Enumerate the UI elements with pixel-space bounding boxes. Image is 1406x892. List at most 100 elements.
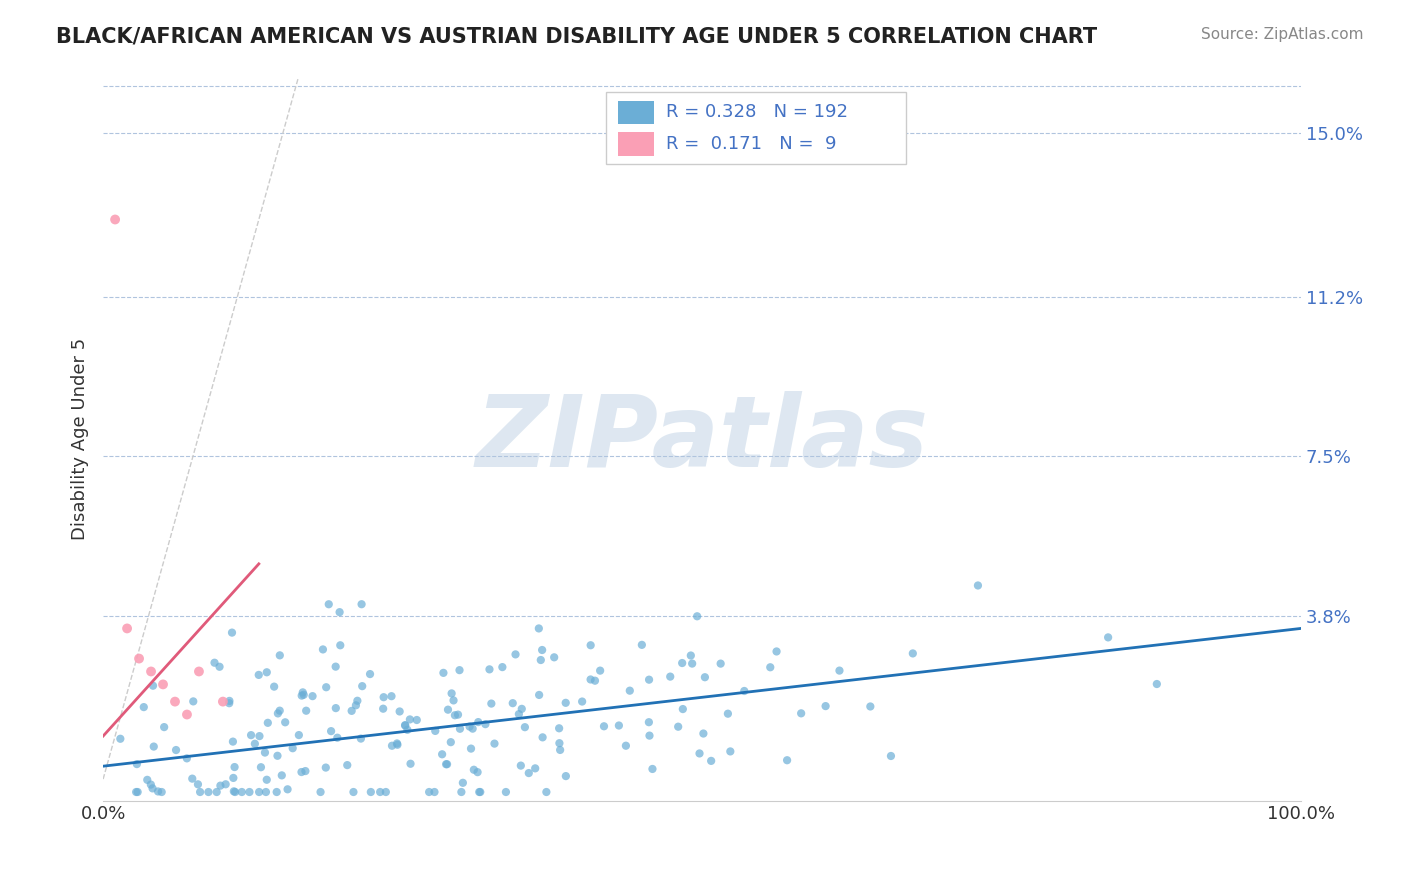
Point — [187, 777, 209, 791]
Point — [163, 695, 186, 709]
Point — [505, 648, 527, 662]
Bar — [619, 102, 654, 125]
Text: BLACK/AFRICAN AMERICAN VS AUSTRIAN DISABILITY AGE UNDER 5 CORRELATION CHART: BLACK/AFRICAN AMERICAN VS AUSTRIAN DISAB… — [56, 27, 1097, 46]
Point — [527, 688, 550, 702]
Point — [243, 737, 266, 751]
Point — [693, 670, 716, 684]
Point — [614, 739, 637, 753]
Point — [292, 688, 315, 702]
Point — [467, 715, 489, 730]
Point — [790, 706, 813, 721]
Point — [301, 689, 323, 703]
Point — [449, 663, 471, 677]
Point — [470, 785, 492, 799]
Point — [274, 715, 297, 730]
Point — [346, 694, 368, 708]
Point — [214, 777, 236, 791]
Point — [176, 707, 198, 722]
Point — [394, 718, 416, 732]
Point — [508, 707, 530, 722]
Point — [256, 772, 278, 787]
Point — [142, 739, 165, 754]
Point — [388, 705, 411, 719]
Point — [256, 715, 278, 730]
Point — [430, 747, 453, 762]
Point — [458, 720, 481, 734]
Point — [142, 679, 165, 693]
Point — [548, 743, 571, 757]
Point — [181, 772, 204, 786]
Point — [461, 722, 484, 736]
Point — [449, 722, 471, 736]
Point — [814, 699, 837, 714]
Point — [256, 665, 278, 680]
Point — [681, 657, 703, 671]
Point — [127, 785, 149, 799]
Point — [238, 785, 260, 799]
Point — [380, 689, 402, 703]
Point — [509, 758, 531, 772]
Point — [218, 696, 240, 710]
Point — [281, 741, 304, 756]
Point — [631, 638, 654, 652]
Point — [224, 785, 246, 799]
Point — [368, 785, 391, 799]
Point — [277, 782, 299, 797]
Text: ZIPatlas: ZIPatlas — [475, 391, 928, 488]
Point — [222, 784, 245, 798]
Point — [254, 785, 277, 799]
Point — [700, 754, 723, 768]
Point — [571, 694, 593, 708]
Point — [224, 760, 246, 774]
Point — [359, 667, 381, 681]
Point — [253, 746, 276, 760]
Point — [718, 744, 741, 758]
Point — [350, 731, 373, 746]
Point — [434, 757, 457, 772]
Point — [451, 776, 474, 790]
Point — [638, 729, 661, 743]
Point — [467, 765, 489, 780]
Point — [828, 664, 851, 678]
Point — [240, 728, 263, 742]
Point — [374, 785, 396, 799]
Point — [418, 785, 440, 799]
Point — [295, 704, 318, 718]
Point — [689, 747, 711, 761]
Point — [269, 648, 291, 663]
Point — [387, 738, 409, 752]
Point — [443, 693, 465, 707]
Point — [399, 756, 422, 771]
Point — [765, 644, 787, 658]
Point — [325, 701, 347, 715]
Point — [104, 212, 127, 227]
Point — [212, 695, 235, 709]
Text: R =  0.171   N =  9: R = 0.171 N = 9 — [666, 135, 837, 153]
Point — [110, 731, 132, 746]
Point — [325, 659, 347, 673]
Point — [270, 768, 292, 782]
Point — [1146, 677, 1168, 691]
Point — [197, 785, 219, 799]
Point — [266, 748, 288, 763]
Point — [165, 743, 187, 757]
Point — [188, 785, 211, 799]
Point — [205, 785, 228, 799]
Point — [209, 779, 232, 793]
Point — [181, 694, 204, 708]
Point — [423, 785, 446, 799]
Point — [495, 785, 517, 799]
Point — [759, 660, 782, 674]
Point — [360, 785, 382, 799]
Point — [340, 704, 363, 718]
Point — [222, 734, 245, 748]
Bar — [606, 92, 905, 164]
Point — [517, 766, 540, 780]
Point — [312, 642, 335, 657]
Point — [554, 696, 576, 710]
Text: Source: ZipAtlas.com: Source: ZipAtlas.com — [1201, 27, 1364, 42]
Point — [543, 650, 565, 665]
Point — [350, 597, 373, 611]
Point — [717, 706, 740, 721]
Point — [344, 698, 367, 713]
